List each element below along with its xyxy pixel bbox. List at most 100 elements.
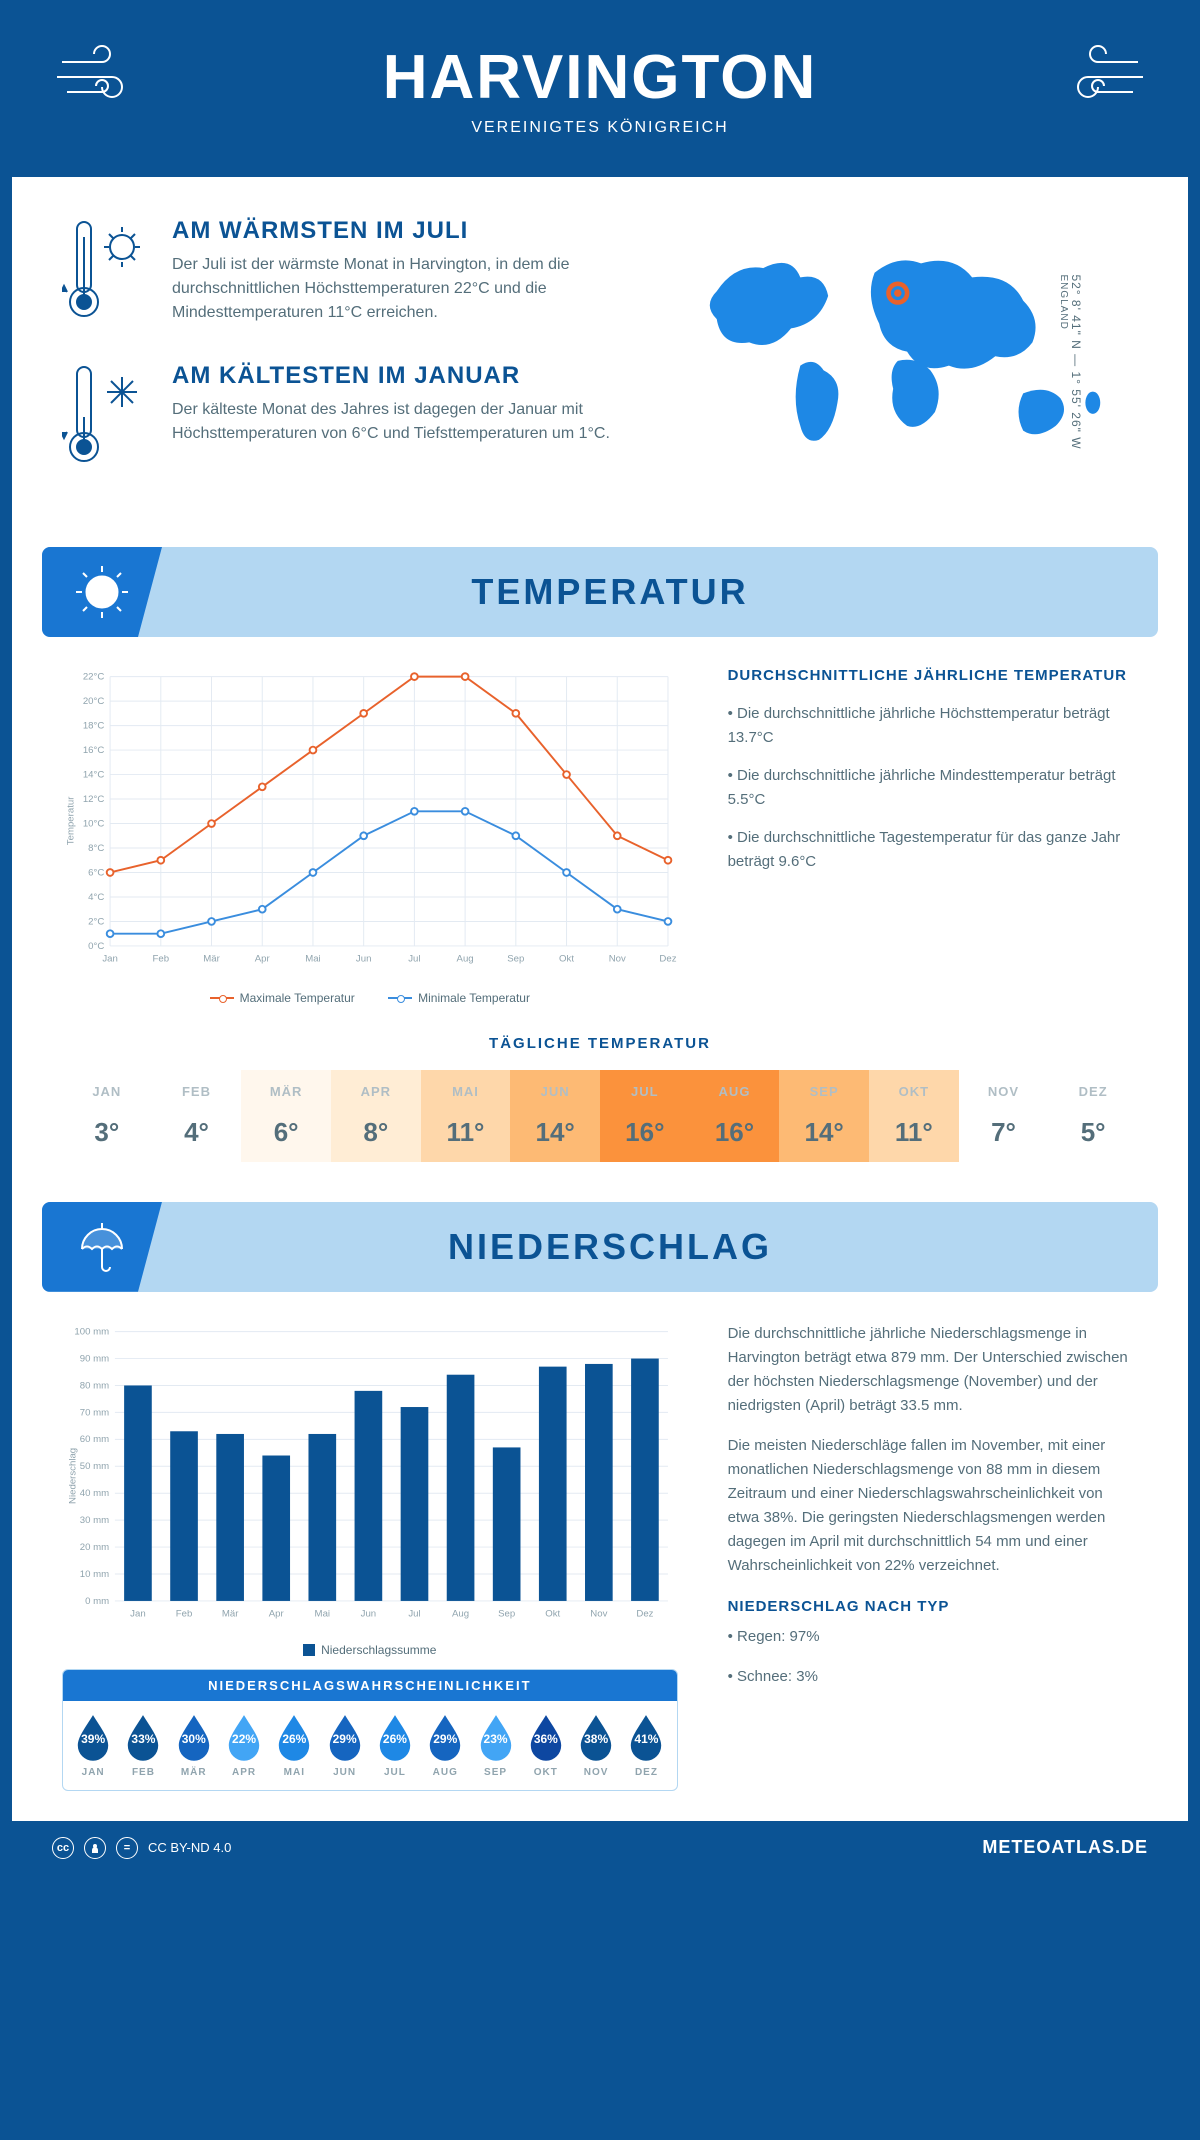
daily-title: TÄGLICHE TEMPERATUR xyxy=(62,1035,1138,1052)
svg-text:Nov: Nov xyxy=(590,1608,607,1619)
svg-text:4°C: 4°C xyxy=(88,892,104,903)
daily-cell: APR8° xyxy=(331,1070,421,1162)
svg-text:Apr: Apr xyxy=(269,1608,285,1619)
precipitation-content: 0 mm10 mm20 mm30 mm40 mm50 mm60 mm70 mm8… xyxy=(12,1322,1188,1821)
svg-text:100 mm: 100 mm xyxy=(74,1326,109,1337)
svg-text:40 mm: 40 mm xyxy=(80,1488,109,1499)
daily-cell: JAN3° xyxy=(62,1070,152,1162)
svg-text:Jul: Jul xyxy=(408,953,420,964)
probability-cell: 22% APR xyxy=(220,1713,268,1778)
svg-text:Aug: Aug xyxy=(457,953,474,964)
precip-paragraph: Die durchschnittliche jährliche Niedersc… xyxy=(728,1322,1138,1418)
probability-cell: 39% JAN xyxy=(69,1713,117,1778)
site-name: METEOATLAS.DE xyxy=(982,1837,1148,1858)
wind-icon xyxy=(52,42,152,117)
daily-cell: SEP14° xyxy=(779,1070,869,1162)
svg-text:12°C: 12°C xyxy=(83,794,105,805)
svg-text:Nov: Nov xyxy=(609,953,626,964)
svg-text:8°C: 8°C xyxy=(88,843,104,854)
warmest-text: Der Juli ist der wärmste Monat in Harvin… xyxy=(172,253,627,325)
svg-text:Feb: Feb xyxy=(176,1608,193,1619)
precipitation-legend: Niederschlagssumme xyxy=(62,1643,678,1659)
svg-text:0°C: 0°C xyxy=(88,941,104,952)
svg-text:Sep: Sep xyxy=(498,1608,515,1619)
daily-cell: JUN14° xyxy=(510,1070,600,1162)
probability-cell: 26% JUL xyxy=(371,1713,419,1778)
license-block: cc = CC BY-ND 4.0 xyxy=(52,1837,231,1859)
region-label: ENGLAND xyxy=(1058,274,1069,449)
temperature-chart: 0°C2°C4°C6°C8°C10°C12°C14°C16°C18°C20°C2… xyxy=(62,667,678,1005)
daily-cell: NOV7° xyxy=(959,1070,1049,1162)
daily-cell: FEB4° xyxy=(152,1070,242,1162)
daily-cell: DEZ5° xyxy=(1048,1070,1138,1162)
svg-text:Jun: Jun xyxy=(356,953,372,964)
svg-text:90 mm: 90 mm xyxy=(80,1353,109,1364)
svg-text:Mai: Mai xyxy=(315,1608,330,1619)
svg-text:Mär: Mär xyxy=(222,1608,239,1619)
svg-text:18°C: 18°C xyxy=(83,720,105,731)
svg-text:6°C: 6°C xyxy=(88,867,104,878)
precipitation-probability: NIEDERSCHLAGSWAHRSCHEINLICHKEIT 39% JAN … xyxy=(62,1669,678,1791)
wind-icon xyxy=(1048,42,1148,117)
svg-text:Jan: Jan xyxy=(130,1608,146,1619)
svg-text:Dez: Dez xyxy=(636,1608,653,1619)
svg-text:22°C: 22°C xyxy=(83,672,105,683)
svg-text:20°C: 20°C xyxy=(83,696,105,707)
temperature-legend: Maximale Temperatur Minimale Temperatur xyxy=(62,988,678,1005)
temp-bullet: • Die durchschnittliche jährliche Mindes… xyxy=(728,764,1138,812)
svg-text:70 mm: 70 mm xyxy=(80,1407,109,1418)
svg-text:14°C: 14°C xyxy=(83,769,105,780)
temp-summary-title: DURCHSCHNITTLICHE JÄHRLICHE TEMPERATUR xyxy=(728,667,1138,684)
intro-section: AM WÄRMSTEN IM JULI Der Juli ist der wär… xyxy=(12,177,1188,547)
daily-cell: MAI11° xyxy=(421,1070,511,1162)
daily-cell: OKT11° xyxy=(869,1070,959,1162)
coldest-block: AM KÄLTESTEN IM JANUAR Der kälteste Mona… xyxy=(62,362,627,477)
warmest-block: AM WÄRMSTEN IM JULI Der Juli ist der wär… xyxy=(62,217,627,332)
daily-cell: AUG16° xyxy=(690,1070,780,1162)
daily-temperature: TÄGLICHE TEMPERATUR JAN3° FEB4° MÄR6° AP… xyxy=(12,1035,1188,1202)
svg-text:Niederschlag: Niederschlag xyxy=(67,1448,78,1504)
svg-text:Dez: Dez xyxy=(659,953,676,964)
intro-text-column: AM WÄRMSTEN IM JULI Der Juli ist der wär… xyxy=(62,217,627,507)
temperature-content: 0°C2°C4°C6°C8°C10°C12°C14°C16°C18°C20°C2… xyxy=(12,667,1188,1035)
precipitation-section-header: NIEDERSCHLAG xyxy=(42,1202,1158,1292)
probability-cell: 33% FEB xyxy=(119,1713,167,1778)
probability-cell: 30% MÄR xyxy=(170,1713,218,1778)
svg-text:10 mm: 10 mm xyxy=(80,1569,109,1580)
probability-cell: 41% DEZ xyxy=(622,1713,670,1778)
svg-text:20 mm: 20 mm xyxy=(80,1542,109,1553)
precipitation-chart: 0 mm10 mm20 mm30 mm40 mm50 mm60 mm70 mm8… xyxy=(62,1322,678,1630)
precipitation-summary: Die durchschnittliche jährliche Niedersc… xyxy=(728,1322,1138,1791)
temperature-summary: DURCHSCHNITTLICHE JÄHRLICHE TEMPERATUR •… xyxy=(728,667,1138,1005)
precip-type-title: NIEDERSCHLAG NACH TYP xyxy=(728,1598,1138,1615)
precip-type: • Schnee: 3% xyxy=(728,1665,1138,1689)
temperature-title: TEMPERATUR xyxy=(162,571,1158,613)
precipitation-title: NIEDERSCHLAG xyxy=(162,1226,1158,1268)
svg-text:Feb: Feb xyxy=(153,953,170,964)
probability-cell: 23% SEP xyxy=(471,1713,519,1778)
svg-text:Okt: Okt xyxy=(559,953,574,964)
temp-bullet: • Die durchschnittliche Tagestemperatur … xyxy=(728,826,1138,874)
probability-cell: 29% AUG xyxy=(421,1713,469,1778)
coldest-title: AM KÄLTESTEN IM JANUAR xyxy=(172,362,627,390)
svg-text:10°C: 10°C xyxy=(83,818,105,829)
thermometer-snow-icon xyxy=(62,362,152,477)
city-title: HARVINGTON xyxy=(32,42,1168,113)
svg-text:Sep: Sep xyxy=(507,953,524,964)
coordinates: 52° 8' 41" N — 1° 55' 26" W ENGLAND xyxy=(1058,274,1083,449)
footer: cc = CC BY-ND 4.0 METEOATLAS.DE xyxy=(12,1821,1188,1875)
license-text: CC BY-ND 4.0 xyxy=(148,1840,231,1855)
probability-cell: 26% MAI xyxy=(270,1713,318,1778)
umbrella-icon xyxy=(42,1202,162,1292)
thermometer-sun-icon xyxy=(62,217,152,332)
daily-cell: MÄR6° xyxy=(241,1070,331,1162)
svg-text:Jan: Jan xyxy=(102,953,118,964)
svg-text:50 mm: 50 mm xyxy=(80,1461,109,1472)
svg-text:Okt: Okt xyxy=(545,1608,560,1619)
sun-icon xyxy=(42,547,162,637)
svg-text:Mär: Mär xyxy=(203,953,220,964)
map-column: 52° 8' 41" N — 1° 55' 26" W ENGLAND xyxy=(667,217,1138,507)
coldest-text: Der kälteste Monat des Jahres ist dagege… xyxy=(172,398,627,446)
svg-text:Jul: Jul xyxy=(408,1608,420,1619)
cc-icon: cc xyxy=(52,1837,74,1859)
